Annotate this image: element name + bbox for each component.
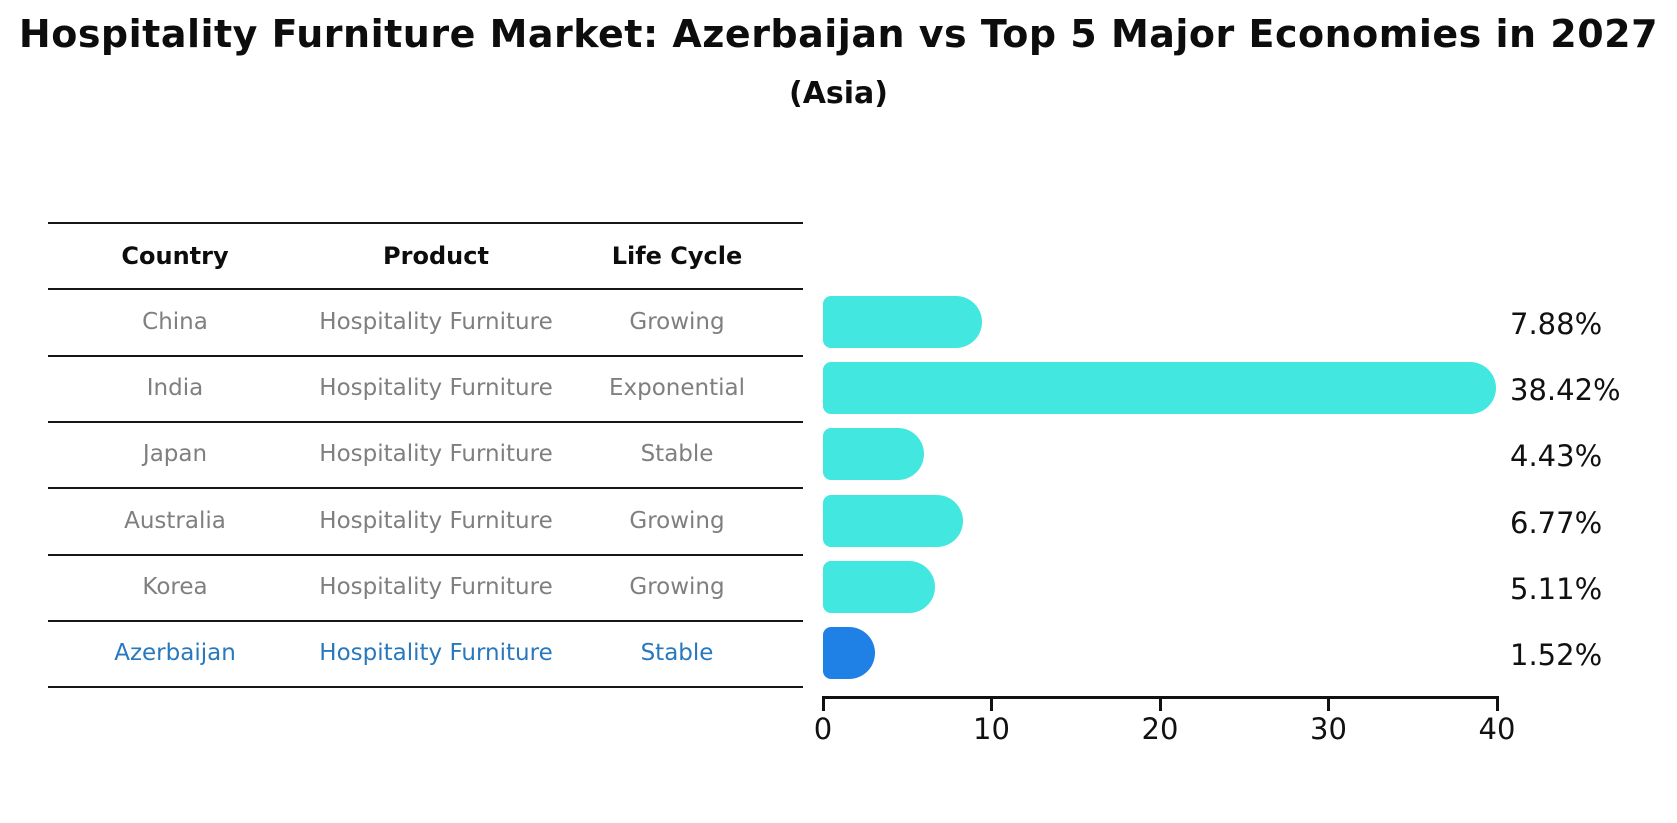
cell-product: Hospitality Furniture	[319, 375, 553, 401]
cell-country: Azerbaijan	[114, 640, 236, 666]
column-header-life-cycle: Life Cycle	[611, 242, 743, 270]
value-label-india: 38.42%	[1510, 373, 1621, 407]
value-label-azerbaijan: 1.52%	[1510, 638, 1603, 672]
x-axis-tick	[1495, 696, 1499, 711]
bar-australia	[823, 494, 964, 547]
x-axis-tick-label: 40	[1478, 712, 1516, 746]
value-label-korea: 5.11%	[1510, 572, 1603, 606]
bar-azerbaijan	[823, 627, 875, 679]
bar-korea	[823, 561, 936, 613]
cell-country: Korea	[142, 574, 208, 600]
column-header-country: Country	[121, 242, 229, 270]
x-axis-tick	[1158, 696, 1162, 711]
bar-china	[823, 295, 982, 348]
bar-india	[823, 362, 1497, 414]
cell-country: China	[142, 308, 208, 335]
x-axis-tick	[1327, 696, 1330, 711]
x-axis-tick	[990, 696, 993, 711]
chart-subtitle: (Asia)	[788, 76, 889, 111]
cell-life-cycle: Growing	[629, 308, 725, 335]
cell-life-cycle: Growing	[629, 507, 725, 534]
column-header-product: Product	[383, 242, 489, 270]
table-divider	[48, 421, 803, 423]
cell-life-cycle: Stable	[640, 441, 714, 467]
x-axis-tick-label: 10	[973, 712, 1010, 746]
table-divider	[48, 487, 803, 489]
x-axis-tick-label: 0	[813, 712, 833, 746]
cell-life-cycle: Growing	[629, 574, 725, 600]
table-divider	[48, 288, 803, 290]
table-divider	[48, 222, 803, 224]
table-divider	[48, 686, 803, 688]
cell-product: Hospitality Furniture	[319, 441, 553, 467]
cell-life-cycle: Stable	[640, 640, 714, 666]
value-label-china: 7.88%	[1510, 306, 1603, 341]
chart-title: Hospitality Furniture Market: Azerbaijan…	[18, 12, 1659, 56]
x-axis-tick-label: 20	[1141, 712, 1179, 746]
table-divider	[48, 355, 803, 357]
x-axis-tick	[821, 696, 825, 711]
cell-country: Australia	[124, 507, 226, 534]
bar-japan	[823, 428, 924, 480]
cell-product: Hospitality Furniture	[319, 308, 553, 335]
table-divider	[48, 554, 803, 556]
cell-product: Hospitality Furniture	[319, 507, 553, 534]
cell-life-cycle: Exponential	[608, 375, 746, 401]
table-divider	[48, 620, 803, 622]
cell-product: Hospitality Furniture	[319, 640, 553, 666]
cell-country: India	[146, 375, 204, 401]
value-label-australia: 6.77%	[1510, 505, 1603, 540]
cell-country: Japan	[142, 441, 208, 467]
x-axis-tick-label: 30	[1310, 712, 1347, 746]
cell-product: Hospitality Furniture	[319, 574, 553, 600]
value-label-japan: 4.43%	[1510, 439, 1603, 473]
